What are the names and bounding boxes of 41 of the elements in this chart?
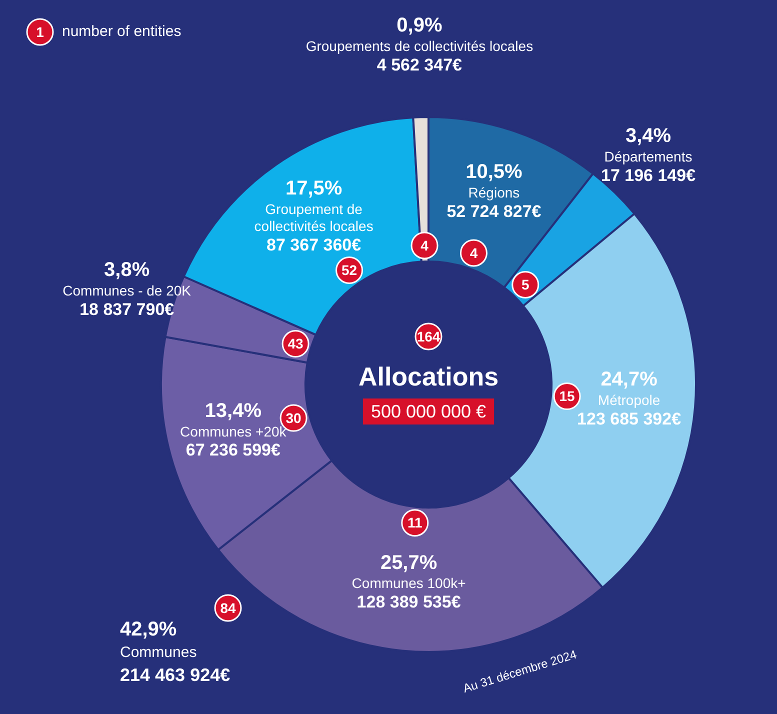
data-label: 87 367 360€ [266, 235, 362, 254]
slice-label: Communes +20k [180, 423, 288, 440]
text: number of entities [62, 23, 182, 40]
text: 5 [521, 276, 530, 293]
text: 84 [220, 600, 236, 616]
text: 42,9% [120, 618, 177, 641]
text: 4 [420, 237, 428, 254]
slice-label: Communes - de 20K [62, 282, 192, 298]
slice-label: Départements [604, 148, 692, 164]
text: Communes [120, 644, 197, 662]
text: 0,9% [396, 14, 442, 37]
text: 11 [407, 514, 422, 531]
text: 15 [559, 388, 575, 404]
text: 1 [36, 24, 44, 40]
data-label: 4 562 347€ [376, 55, 463, 74]
text: 13,4% [204, 400, 262, 422]
slice-label: Communes 100k+ [352, 575, 466, 592]
data-label: 18 837 790€ [80, 300, 175, 319]
text: 43 [288, 336, 304, 352]
text: 500 000 000 € [370, 401, 486, 422]
data-label: 17 196 149€ [600, 166, 696, 185]
slice-label: Groupements de collectivités locales [306, 38, 534, 54]
data-label: 128 389 535€ [356, 592, 462, 612]
data-label: 123 685 392€ [577, 409, 682, 428]
text: 52 [341, 262, 358, 278]
text: 214 463 924€ [120, 664, 230, 685]
slice-label: Régions [468, 184, 520, 201]
slice-label: Métropole [598, 392, 660, 408]
text: 4 [470, 244, 478, 261]
text: 10,5% [466, 161, 522, 184]
text: Allocations [358, 362, 499, 392]
data-label: 67 236 599€ [186, 440, 281, 460]
text: 24,7% [600, 368, 658, 391]
text: 3,8% [104, 259, 150, 282]
slice-label: Groupement de collectivités locales [254, 200, 374, 234]
data-label: 52 724 827€ [446, 202, 542, 221]
text: 30 [286, 410, 302, 426]
text: 164 [416, 328, 440, 344]
text: 17,5% [285, 178, 342, 200]
text: 3,4% [625, 125, 672, 148]
text: 25,7% [380, 552, 438, 574]
